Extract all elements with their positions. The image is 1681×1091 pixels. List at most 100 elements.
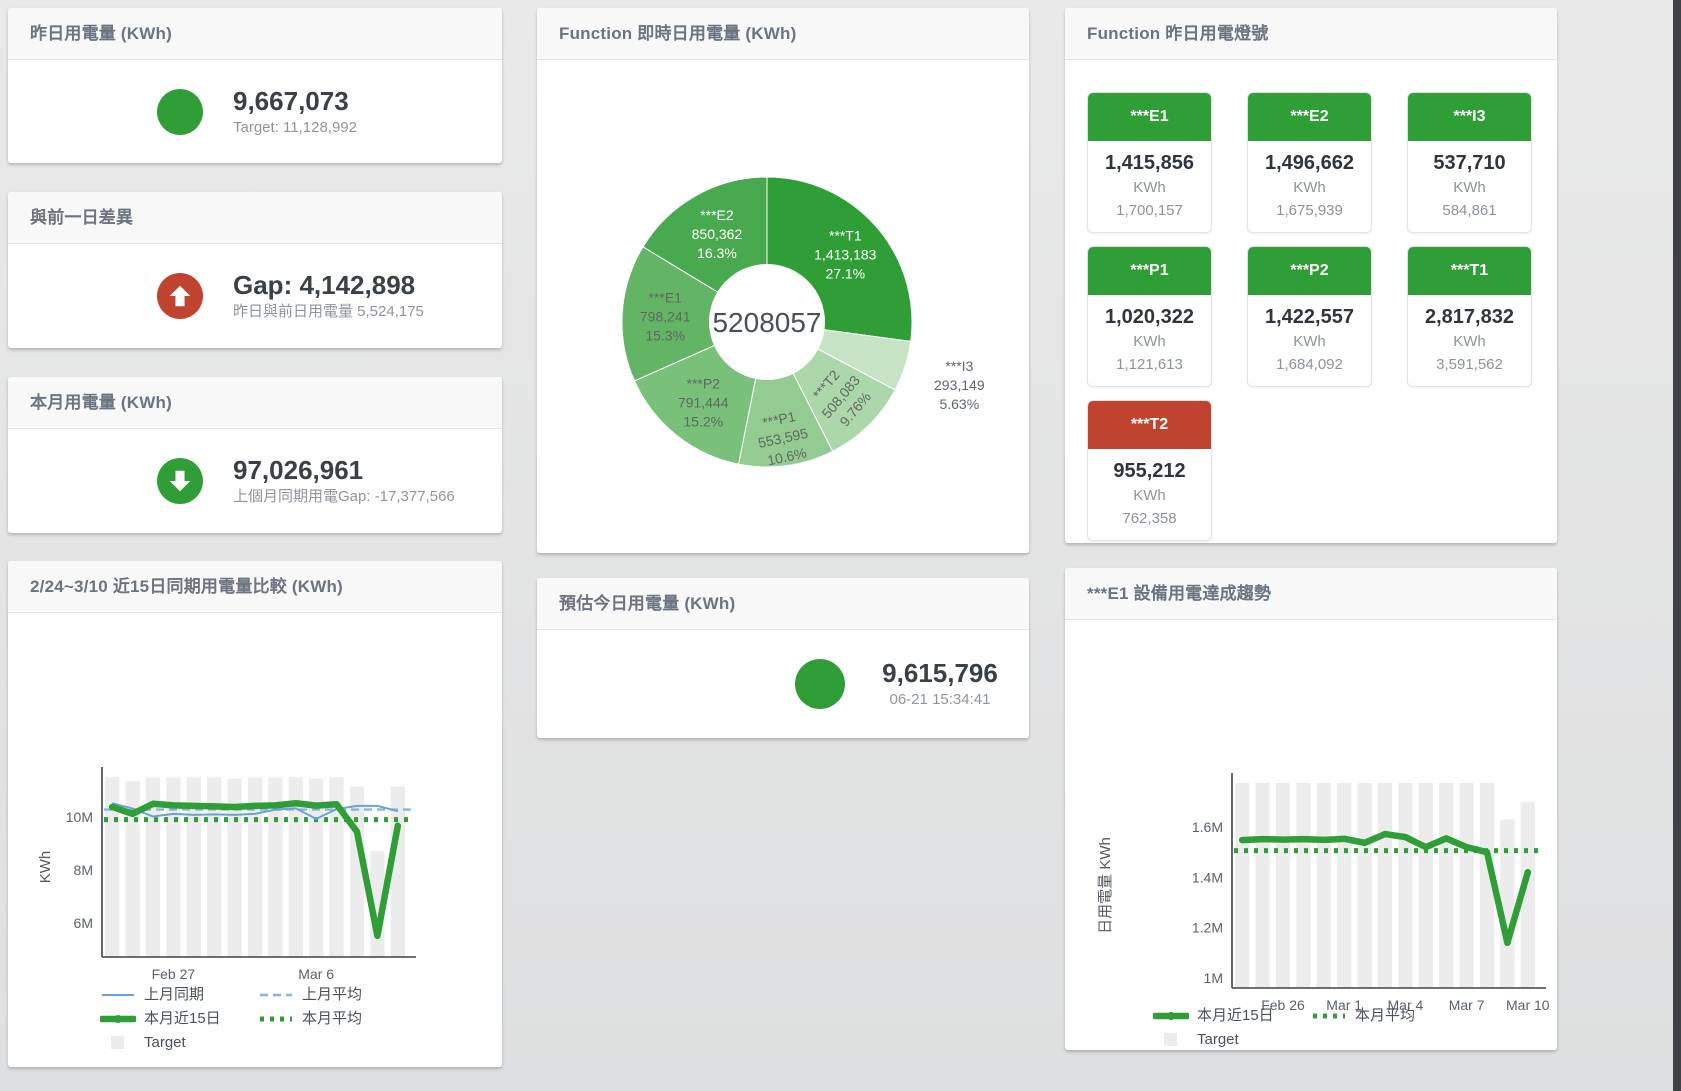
data-point: [292, 800, 299, 807]
data-point: [1300, 836, 1307, 843]
stat-subtitle: Target: 11,128,992: [233, 118, 357, 136]
panel-header: ***E1 設備用電達成趨勢: [1065, 568, 1557, 620]
lamp-value: 1,422,557: [1265, 306, 1354, 328]
donut-chart: 5208057 ***T1 1,413,183 27.1% ***I3 293,149 5.…: [621, 176, 985, 468]
legend-swatch-thick-icon: [1153, 1011, 1189, 1020]
lamp-value: 1,415,856: [1105, 152, 1194, 174]
lamp-value: 1,496,662: [1265, 152, 1354, 174]
target-bar: [125, 781, 140, 957]
y-tick-label: 1M: [1204, 970, 1223, 986]
stat-text: Gap: 4,142,898 昨日與前日用電量 5,524,175: [233, 269, 424, 323]
x-tick-label: Mar 1: [1326, 997, 1362, 1010]
stat-text: 9,667,073 Target: 11,128,992: [233, 85, 357, 139]
legend-item[interactable]: 上月同期: [100, 985, 258, 1004]
panel-title: 與前一日差異: [30, 208, 134, 227]
data-point: [333, 801, 340, 808]
legend-item[interactable]: 本月近15日: [1153, 1006, 1311, 1025]
lamp-unit: KWh: [1133, 179, 1166, 196]
lamp-card-header: ***E1: [1088, 93, 1211, 141]
x-tick-label: Mar 7: [1449, 997, 1485, 1010]
panel-yesterday-usage: 昨日用電量 (KWh) 9,667,073 Target: 11,128,992: [8, 8, 502, 163]
lamp-unit: KWh: [1293, 179, 1326, 196]
lamp-card-header: ***T2: [1088, 401, 1211, 449]
target-bar: [1275, 783, 1291, 988]
lamp-target: 1,675,939: [1276, 202, 1343, 219]
legend-swatch-thick-icon: [100, 1014, 136, 1023]
status-circle-icon: [795, 659, 845, 709]
lamp-target: 1,700,157: [1116, 202, 1183, 219]
legend-label: 上月同期: [144, 986, 205, 1003]
panel-title: Function 昨日用電燈號: [1087, 24, 1269, 43]
donut-slice-label: ***I3 293,149 5.63%: [934, 358, 985, 412]
window-scrollbar[interactable]: [1673, 0, 1681, 1091]
lamp-card-body: 2,817,832 KWh 3,591,562: [1408, 295, 1531, 386]
target-bar: [105, 777, 120, 957]
target-bar: [186, 777, 201, 957]
stat-text: 97,026,961 上個月同期用電Gap: -17,377,566: [233, 454, 455, 508]
lamp-unit: KWh: [1293, 333, 1326, 350]
data-point: [190, 802, 197, 809]
data-point: [313, 802, 320, 809]
legend-swatch-bar-icon: [1164, 1032, 1177, 1046]
chart-legend: 上月同期 上月平均本月近15日 本月平均 Target: [100, 985, 416, 1052]
data-point: [374, 932, 381, 939]
target-bar: [1418, 783, 1433, 988]
x-tick-label: Mar 6: [298, 966, 334, 982]
data-point: [1341, 835, 1348, 842]
y-tick-label: 1.4M: [1192, 869, 1223, 885]
panel-month-usage: 本月用電量 (KWh) 97,026,961 上個月同期用電Gap: -17,3…: [8, 377, 502, 533]
legend-item[interactable]: 本月平均: [1311, 1006, 1469, 1025]
lamp-card-P1: ***P1 1,020,322 KWh 1,121,613: [1087, 246, 1212, 387]
arrow-up-circle-icon: [157, 273, 203, 319]
panel-lamp-status: Function 昨日用電燈號 ***E1 1,415,856 KWh 1,700,1…: [1065, 8, 1557, 543]
data-point: [1463, 844, 1470, 851]
lamp-target: 584,861: [1442, 202, 1497, 219]
y-tick-label: 6M: [74, 915, 93, 931]
x-tick-label: Mar 4: [1388, 997, 1424, 1010]
data-point: [1402, 834, 1409, 841]
data-point: [1382, 831, 1388, 838]
legend-item[interactable]: Target: [100, 1033, 258, 1052]
target-bar: [1316, 783, 1331, 988]
data-point: [1259, 836, 1266, 843]
stat-row: 97,026,961 上個月同期用電Gap: -17,377,566: [8, 429, 502, 533]
donut-slice-label: ***T1 1,413,183 27.1%: [814, 228, 876, 282]
legend-item[interactable]: 上月平均: [258, 985, 416, 1004]
legend-label: Target: [144, 1034, 186, 1051]
data-point: [1484, 849, 1490, 856]
status-circle-icon: [157, 88, 203, 135]
target-bar: [1296, 783, 1311, 988]
panel-header: 本月用電量 (KWh): [8, 377, 502, 429]
chart-legend: 本月近15日 本月平均 Target: [1153, 1006, 1469, 1049]
lamp-card-header: ***I3: [1408, 93, 1531, 141]
lamp-value: 1,020,322: [1105, 306, 1194, 328]
lamp-card-body: 1,020,322 KWh 1,121,613: [1088, 295, 1211, 386]
y-axis-label: KWh: [37, 851, 54, 884]
panel-estimate-today: 預估今日用電量 (KWh) 9,615,796 06-21 15:34:41: [537, 578, 1029, 738]
legend-label: 本月平均: [1355, 1007, 1416, 1024]
legend-label: 上月平均: [302, 986, 363, 1003]
stat-subtitle: 昨日與前日用電量 5,524,175: [233, 303, 424, 320]
stat-text: 9,615,796 06-21 15:34:41: [855, 657, 1025, 711]
lamp-card-E1: ***E1 1,415,856 KWh 1,700,157: [1087, 92, 1212, 233]
data-point: [150, 800, 156, 807]
panel-header: 預估今日用電量 (KWh): [537, 578, 1029, 630]
stat-timestamp: 06-21 15:34:41: [889, 691, 991, 708]
data-point: [1320, 836, 1327, 843]
stat-row: 9,615,796 06-21 15:34:41: [537, 630, 1029, 738]
data-point: [1422, 844, 1429, 851]
legend-item[interactable]: Target: [1153, 1030, 1311, 1049]
legend-item[interactable]: 本月近15日: [100, 1009, 258, 1028]
lamp-unit: KWh: [1133, 333, 1166, 350]
panel-realtime-usage-pie: Function 即時日用電量 (KWh) 5208057 ***T1 1,413,…: [537, 8, 1029, 553]
panel-title: 預估今日用電量 (KWh): [559, 594, 736, 613]
target-bar: [288, 777, 303, 957]
legend-label: 本月近15日: [144, 1010, 221, 1027]
panel-title: 昨日用電量 (KWh): [30, 24, 172, 43]
target-bar: [1479, 783, 1495, 988]
donut-hole: [709, 264, 825, 380]
legend-item[interactable]: 本月平均: [258, 1009, 416, 1028]
lamp-card-body: 1,415,856 KWh 1,700,157: [1088, 141, 1211, 232]
lamp-card-header: ***P2: [1248, 247, 1371, 295]
panel-title: ***E1 設備用電達成趨勢: [1087, 584, 1272, 603]
